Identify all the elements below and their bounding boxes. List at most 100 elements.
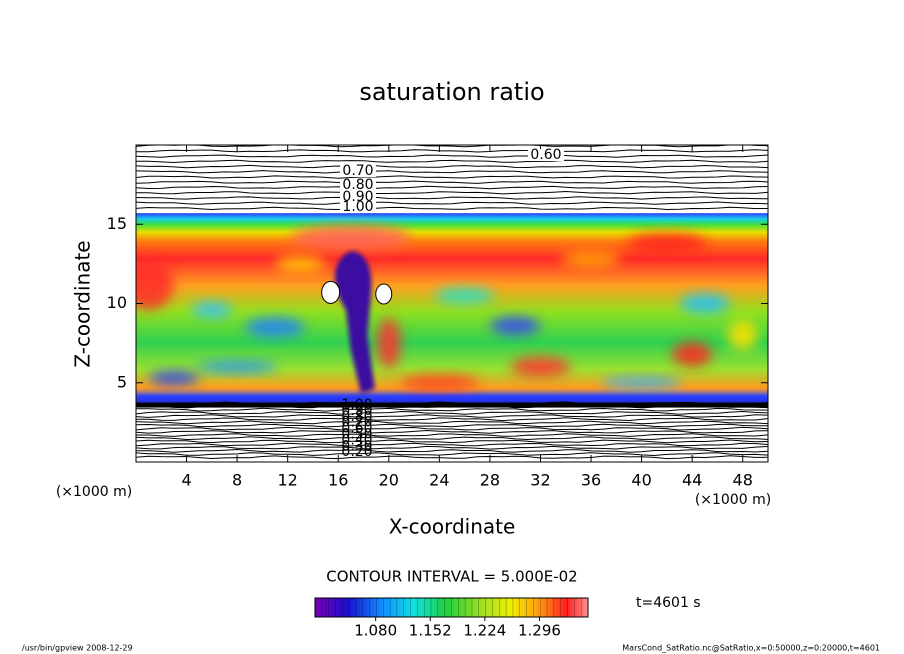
contour-label-bg [340, 165, 376, 177]
contour-line [136, 417, 768, 422]
field-blob [727, 320, 758, 351]
field-blob [434, 287, 495, 304]
contour-line [136, 439, 768, 444]
contour-label: 0.60 [530, 147, 561, 163]
contour-line [136, 448, 768, 453]
x-tick-label: 48 [733, 471, 753, 490]
field-blob [376, 318, 401, 369]
field-blob [148, 370, 199, 385]
contour-line [136, 206, 768, 211]
colorbar-tick-label: 1.080 [354, 622, 397, 640]
field-blob [626, 233, 707, 254]
contour-label: 0.80 [342, 177, 373, 193]
void [321, 280, 341, 304]
contour-label: 0.30 [341, 438, 372, 454]
x-tick-label: 36 [581, 471, 601, 490]
x-tick-label: 40 [631, 471, 651, 490]
contour-line [136, 445, 768, 450]
contour-line [136, 149, 768, 153]
field-blob [399, 374, 480, 391]
contour-line [136, 436, 768, 441]
contour-label: 0.50 [341, 427, 372, 443]
contour-line [136, 423, 768, 428]
contour-label-bg [340, 201, 376, 213]
contour-label: 0.20 [341, 444, 372, 460]
contour-label: 0.70 [341, 415, 372, 431]
contour-line [136, 201, 768, 205]
field-blob [601, 376, 682, 389]
field-blob [679, 293, 730, 314]
x-tick-label: 16 [328, 471, 348, 490]
field-blob [672, 342, 713, 367]
footer-right: MarsCond_SatRatio.nc@SatRatio,x=0:50000,… [622, 644, 880, 653]
field-blob [510, 356, 571, 377]
contour-line [136, 145, 768, 148]
colorbar-tick-label: 1.296 [518, 622, 561, 640]
y-unit: (×1000 m) [56, 484, 132, 500]
contour-line [136, 455, 768, 460]
contour-line [136, 175, 768, 179]
colorbar-tick-label: 1.224 [463, 622, 506, 640]
field-blob [191, 301, 232, 318]
contour-line [136, 154, 768, 158]
contour-line [136, 407, 768, 412]
y-tick-label: 10 [107, 293, 127, 312]
time-label: t=4601 s [636, 595, 701, 611]
contour-interval: CONTOUR INTERVAL = 5.000E-02 [326, 568, 577, 586]
x-tick-label: 8 [232, 471, 242, 490]
contour-label: 1.00 [341, 397, 372, 413]
contour-line [136, 190, 768, 195]
x-tick-label: 4 [181, 471, 191, 490]
field [136, 145, 768, 460]
field-blob [245, 317, 306, 338]
contour-label: 0.90 [341, 403, 372, 419]
contour-label: 0.70 [342, 163, 373, 179]
contour-line [136, 426, 768, 431]
contour-line [136, 170, 768, 174]
contour-line [136, 196, 768, 200]
contour-label: 0.80 [341, 409, 372, 425]
footer-left: /usr/bin/gpview 2008-12-29 [22, 644, 133, 653]
void [375, 283, 393, 305]
field-blob [136, 259, 174, 310]
x-tick-label: 28 [480, 471, 500, 490]
x-axis-label: X-coordinate [389, 515, 516, 539]
contour-line [136, 420, 768, 425]
contour-line [136, 410, 768, 415]
chart-title: saturation ratio [359, 78, 544, 106]
colorbar-tick-label: 1.152 [409, 622, 452, 640]
x-tick-label: 44 [682, 471, 702, 490]
field-blob [490, 316, 541, 335]
contour-label: 0.40 [341, 432, 372, 448]
x-unit: (×1000 m) [695, 492, 771, 508]
x-tick-label: 32 [530, 471, 550, 490]
y-tick-label: 15 [107, 214, 127, 233]
contour-line [136, 442, 768, 447]
thick-contour [136, 402, 768, 408]
contour-label-bg [340, 179, 376, 191]
contour-line [136, 164, 768, 169]
contour-label-bg [528, 149, 564, 161]
y-axis-label: Z-coordinate [71, 240, 95, 367]
contour-line [136, 414, 768, 418]
contour-label-bg [340, 191, 376, 203]
field-blob [561, 251, 622, 268]
contour-line [136, 185, 768, 190]
field-blob [290, 224, 411, 249]
contour-label: 0.60 [341, 421, 372, 437]
blue-band [136, 395, 768, 401]
contour-line [136, 180, 768, 184]
y-tick-label: 5 [117, 372, 127, 391]
contour-line [136, 159, 768, 164]
field-blob [197, 360, 278, 373]
field-blob [275, 255, 326, 272]
x-tick-label: 12 [278, 471, 298, 490]
contour-label: 1.00 [342, 199, 373, 215]
plume [334, 251, 375, 394]
contour-line [136, 433, 768, 437]
contour-line [136, 452, 768, 457]
x-tick-label: 24 [429, 471, 449, 490]
x-tick-label: 20 [379, 471, 399, 490]
